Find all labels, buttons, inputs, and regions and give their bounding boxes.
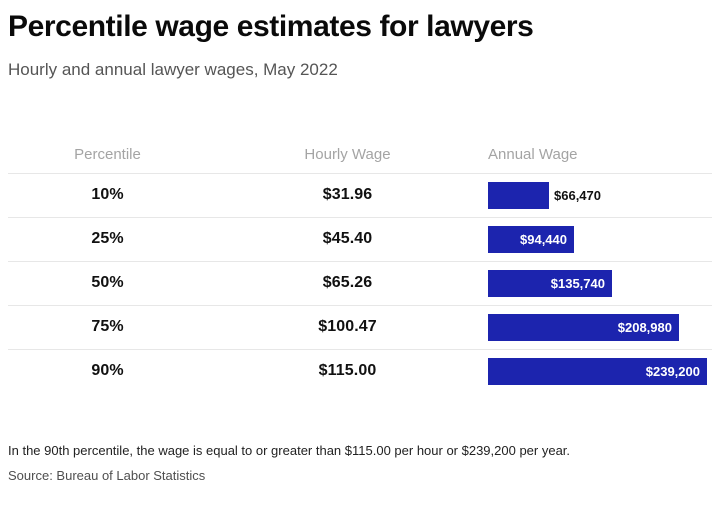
table-row: 50% $65.26 $135,740	[8, 260, 712, 305]
hourly-wage-cell: $45.40	[322, 230, 373, 247]
hourly-wage-cell: $115.00	[318, 362, 377, 379]
annual-wage-cell: $135,740	[488, 269, 712, 297]
annual-wage-bar: $208,980	[488, 313, 679, 341]
percentile-cell: 75%	[91, 318, 124, 335]
annual-wage-cell: $208,980	[488, 313, 712, 341]
table-row: 75% $100.47 $208,980	[8, 304, 712, 349]
column-header-hourly-wage: Hourly Wage	[304, 146, 391, 163]
annual-wage-cell: $94,440	[488, 225, 712, 253]
hourly-wage-cell: $100.47	[318, 318, 377, 335]
column-header-percentile: Percentile	[74, 146, 141, 163]
page-title: Percentile wage estimates for lawyers	[8, 10, 534, 43]
page-subtitle: Hourly and annual lawyer wages, May 2022	[8, 59, 338, 79]
table-row: 10% $31.96 $66,470	[8, 172, 712, 217]
annual-wage-bar: $94,440	[488, 225, 574, 253]
bar-label-inside: $135,740	[550, 275, 605, 291]
bar-label-inside: $208,980	[617, 319, 672, 335]
table-row: 25% $45.40 $94,440	[8, 216, 712, 261]
annual-wage-cell: $239,200	[488, 357, 712, 385]
column-header-annual-wage: Annual Wage	[488, 146, 578, 163]
footnote: In the 90th percentile, the wage is equa…	[8, 442, 571, 458]
hourly-wage-cell: $31.96	[322, 186, 373, 203]
hourly-wage-cell: $65.26	[322, 274, 373, 291]
table-body: 10% $31.96 $66,470 25% $45.40 $94,440 50…	[8, 172, 712, 393]
percentile-cell: 50%	[91, 274, 124, 291]
bar-label-inside: $94,440	[520, 231, 567, 247]
annual-wage-bar: $239,200	[488, 357, 707, 385]
table-header-row: Percentile Hourly Wage Annual Wage	[8, 137, 712, 173]
annual-wage-cell: $66,470	[488, 181, 712, 209]
annual-wage-bar: $135,740	[488, 269, 612, 297]
wage-table: Percentile Hourly Wage Annual Wage 10% $…	[8, 137, 712, 393]
percentile-cell: 90%	[91, 362, 124, 379]
bar-label-outside: $66,470	[554, 187, 601, 203]
source-attribution: Source: Bureau of Labor Statistics	[8, 467, 206, 483]
percentile-cell: 25%	[91, 230, 124, 247]
percentile-cell: 10%	[91, 186, 124, 203]
table-row: 90% $115.00 $239,200	[8, 348, 712, 393]
annual-wage-bar	[488, 181, 549, 209]
footer: In the 90th percentile, the wage is equa…	[8, 443, 712, 483]
bar-label-inside: $239,200	[645, 363, 700, 379]
